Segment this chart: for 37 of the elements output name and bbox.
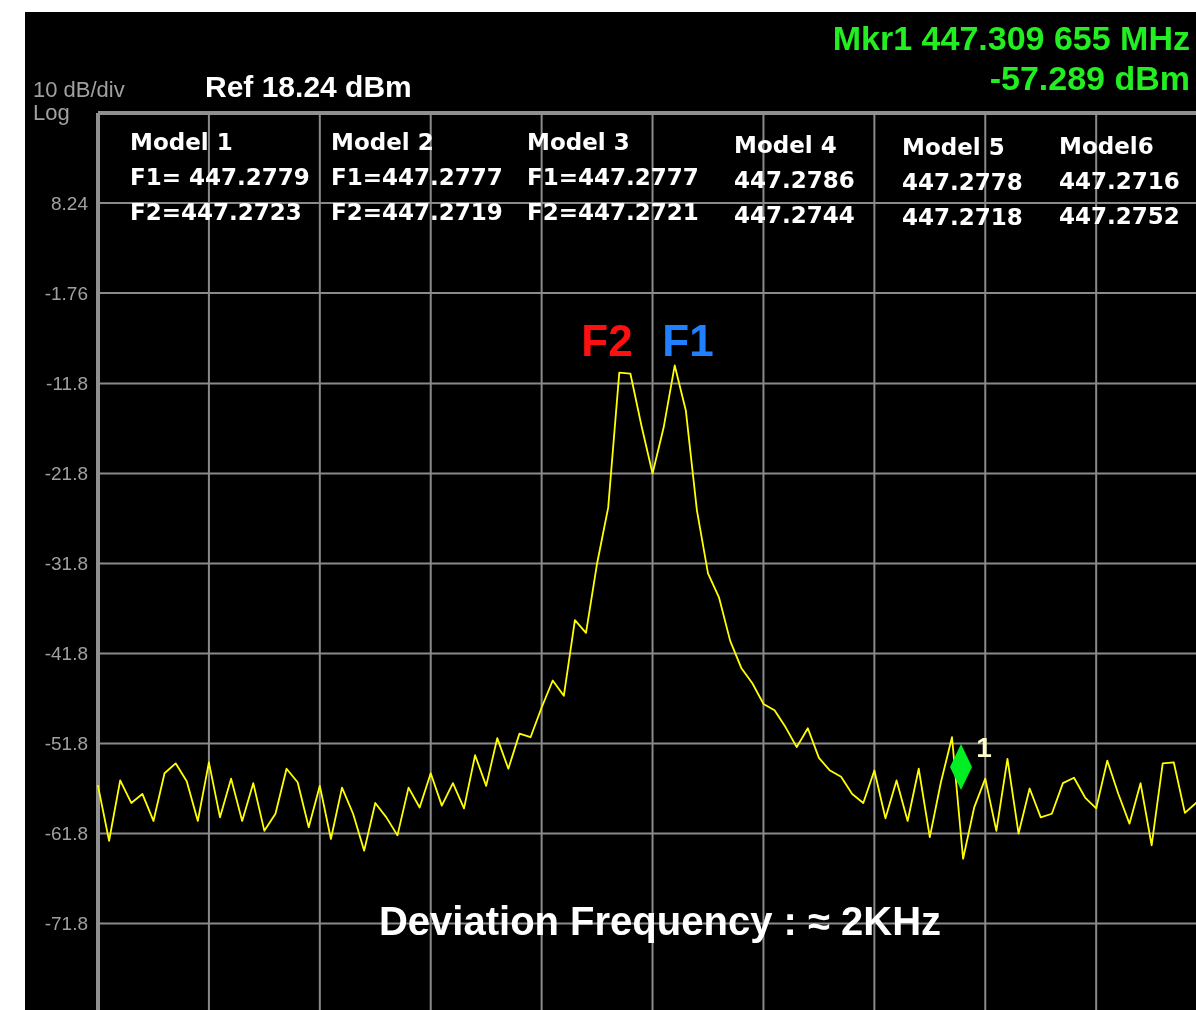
annotation: F1=447.2777 xyxy=(331,164,503,190)
annotation: F1= 447.2779 xyxy=(130,164,310,190)
annotation: Model 1 xyxy=(130,129,233,155)
annotation: 447.2778 xyxy=(902,169,1023,195)
annotation: Model6 xyxy=(1059,133,1154,159)
line-series xyxy=(97,364,1196,860)
annotation: F1 xyxy=(662,316,714,365)
annotation: F2 xyxy=(581,316,633,365)
text: Log xyxy=(33,100,70,125)
annotation: 447.2716 xyxy=(1059,168,1180,194)
y-tick-label: -1.76 xyxy=(44,282,88,304)
annotation: 447.2752 xyxy=(1059,203,1180,229)
annotation: F2=447.2721 xyxy=(527,199,699,225)
y-tick-label: -71.8 xyxy=(44,913,88,935)
annotation: Deviation Frequency : ≈ 2KHz xyxy=(378,899,942,943)
annotation: Model 2 xyxy=(331,129,434,155)
annotation: Model 5 xyxy=(902,134,1005,160)
annotation: 447.2718 xyxy=(902,204,1023,230)
y-tick-label: -31.8 xyxy=(44,553,88,575)
annotation: F2=447.2719 xyxy=(331,199,503,225)
annotation: 1 xyxy=(976,732,992,763)
y-tick-label: -61.8 xyxy=(44,823,88,845)
text: -57.289 dBm xyxy=(989,59,1190,97)
y-tick-label: -11.8 xyxy=(46,373,88,395)
annotation: Model 4 xyxy=(734,132,837,158)
y-tick-label: -51.8 xyxy=(44,733,88,755)
annotation: Model 3 xyxy=(527,129,630,155)
y-tick-label: -21.8 xyxy=(44,463,88,485)
annotation: F2=447.2723 xyxy=(130,199,302,225)
text: Mkr1 447.309 655 MHz xyxy=(832,19,1190,57)
y-tick-label: -41.8 xyxy=(44,643,88,665)
annotation: F1=447.2777 xyxy=(527,164,699,190)
text: 10 dB/div xyxy=(33,77,125,102)
annotation: 447.2744 xyxy=(734,202,855,228)
y-tick-label: 8.24 xyxy=(51,192,89,214)
text: Ref 18.24 dBm xyxy=(205,70,412,103)
annotation: 447.2786 xyxy=(734,167,855,193)
